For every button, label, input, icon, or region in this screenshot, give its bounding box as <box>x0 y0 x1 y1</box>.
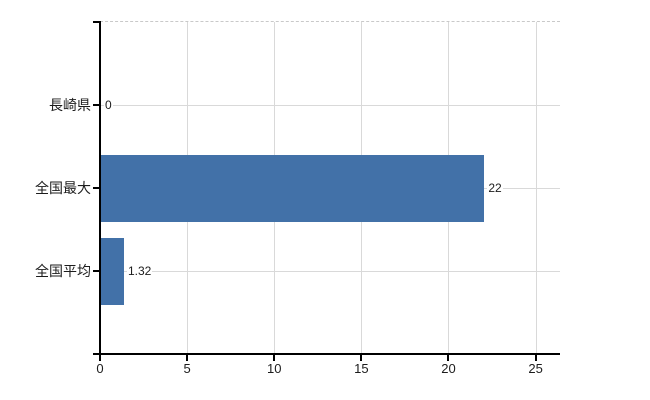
y-axis-tick <box>93 270 99 272</box>
value-label: 0 <box>104 97 113 113</box>
y-axis-line <box>98 21 101 355</box>
plot-top-dashed-line <box>100 21 560 22</box>
value-label: 1.32 <box>127 263 153 279</box>
y-axis-tick <box>93 187 99 189</box>
bar <box>101 237 124 305</box>
x-axis-tick <box>360 355 363 361</box>
x-axis-tick <box>273 355 276 361</box>
y-axis-tick <box>93 104 99 106</box>
x-axis-line <box>98 353 560 355</box>
gridline-horizontal <box>100 104 560 106</box>
x-tick-label: 5 <box>183 361 191 376</box>
gridline-horizontal <box>100 270 560 272</box>
x-tick-label: 25 <box>528 361 543 376</box>
x-axis-tick <box>99 355 101 361</box>
x-tick-label: 10 <box>267 361 282 376</box>
x-axis-tick <box>447 355 450 361</box>
x-axis-tick <box>186 355 189 361</box>
category-label: 長崎県 <box>49 97 91 113</box>
x-tick-label: 15 <box>354 361 369 376</box>
value-label: 22 <box>487 180 503 196</box>
category-label: 全国最大 <box>35 180 91 196</box>
category-label: 全国平均 <box>35 263 91 279</box>
y-axis-tick <box>93 21 99 23</box>
bar <box>101 154 485 222</box>
x-tick-label: 0 <box>96 361 104 376</box>
x-axis-tick <box>534 355 537 361</box>
x-tick-label: 20 <box>441 361 456 376</box>
y-axis-tick <box>93 353 99 355</box>
